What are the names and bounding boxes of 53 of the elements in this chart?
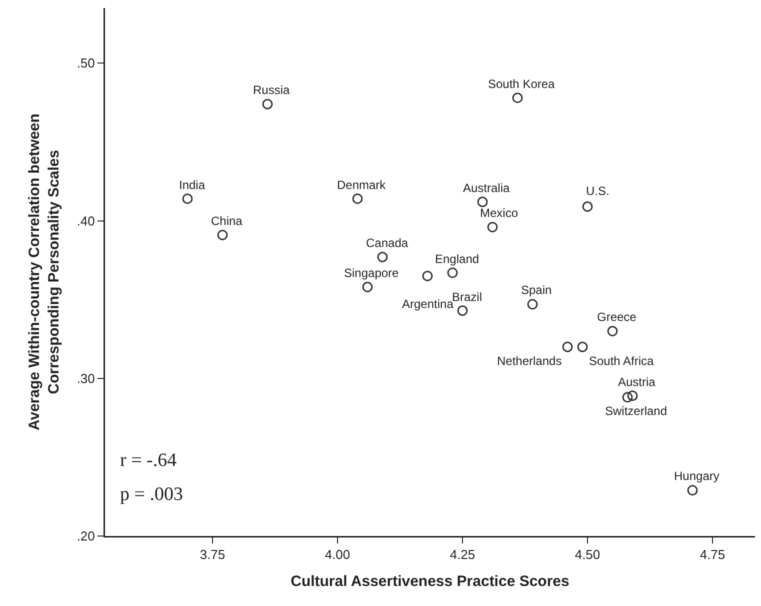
point (262, 98, 273, 110)
annotation: South Africa (589, 354, 654, 368)
annotation: Denmark (337, 178, 387, 192)
annotation: Austria (618, 375, 656, 389)
x-tick-label: 4.50 (574, 547, 600, 562)
x-tick-label: 3.75 (200, 547, 226, 562)
annotation: Russia (253, 83, 290, 97)
point (527, 299, 538, 310)
annotation: Canada (366, 236, 408, 250)
point (622, 392, 633, 403)
annotation: England (435, 252, 480, 266)
annotation: Netherlands (497, 354, 562, 368)
point (477, 196, 488, 208)
annotation: U.S. (586, 184, 610, 198)
point (562, 342, 573, 352)
annotation: Argentina (402, 297, 454, 311)
point (512, 92, 523, 104)
annotation: China (211, 214, 243, 228)
x-axis-title: Cultural Assertiveness Practice Scores (290, 572, 570, 590)
annotation: India (179, 178, 206, 192)
point (362, 282, 373, 292)
y-tick-label: .20 (76, 528, 95, 544)
point (422, 270, 433, 282)
point (377, 252, 388, 262)
annotation: Mexico (480, 206, 518, 220)
y-tick-label: .40 (76, 213, 95, 228)
point (457, 305, 468, 316)
y-axis-title: Average Within-country Correlation between Corresponding Personality Scales (26, 114, 62, 430)
annotation: Hungary (674, 469, 720, 483)
point (487, 222, 498, 232)
point (352, 193, 363, 204)
x-tick-label: 4.00 (324, 547, 350, 562)
annotation: r = -.64 (120, 450, 178, 471)
annotation: Spain (521, 283, 552, 297)
annotation: Switzerland (605, 404, 668, 418)
y-tick-label: .30 (76, 370, 95, 386)
x-tick-label: 4.25 (450, 547, 476, 562)
annotation: Brazil (452, 290, 482, 304)
annotation: Australia (463, 181, 510, 195)
annotation: Greece (597, 310, 637, 324)
x-tick-label: 4.75 (700, 547, 726, 562)
point (447, 268, 458, 278)
annotation: South Korea (488, 77, 556, 91)
annotation: Singapore (344, 266, 400, 280)
point (582, 201, 593, 212)
annotation: p = .003 (120, 484, 183, 505)
point (182, 193, 193, 204)
point (627, 390, 638, 401)
point (217, 230, 228, 240)
y-tick-label: .50 (76, 56, 95, 71)
point (687, 485, 698, 496)
point (577, 342, 588, 352)
point (607, 326, 618, 336)
